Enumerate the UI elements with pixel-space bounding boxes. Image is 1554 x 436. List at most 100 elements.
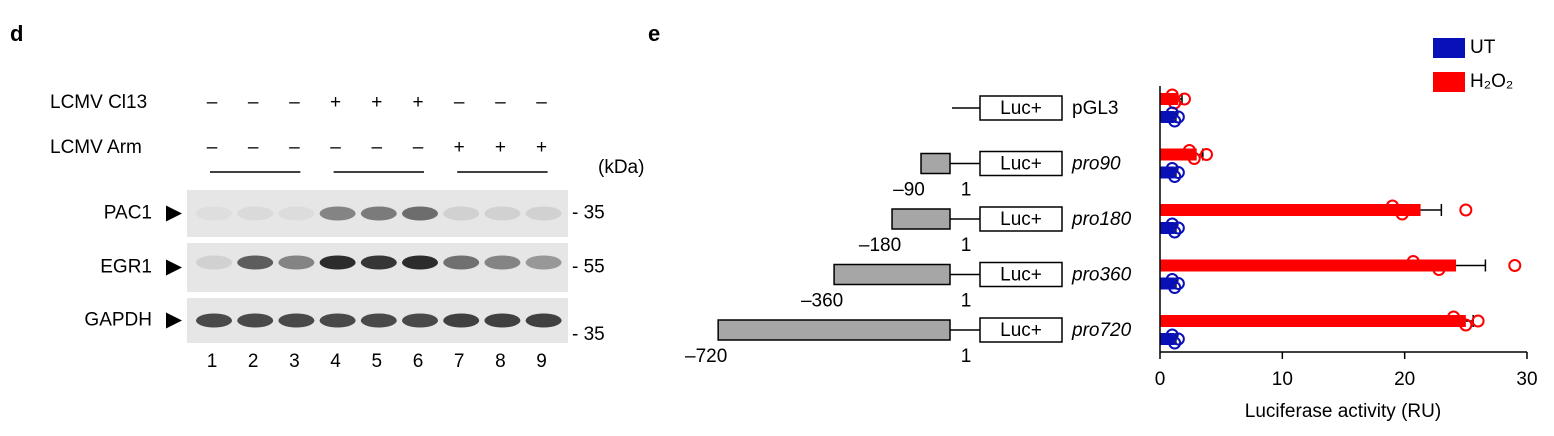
band [525, 255, 562, 270]
promoter-box [833, 263, 951, 286]
x-tick-label: 20 [1394, 369, 1415, 390]
promoter-end: 1 [961, 180, 972, 201]
condition-sign: + [412, 92, 423, 113]
data-point [1177, 92, 1191, 106]
lane-number: 1 [207, 351, 218, 372]
data-point [1459, 318, 1473, 332]
lane-number: 5 [372, 351, 383, 372]
condition-label: LCMV Cl13 [50, 92, 147, 113]
luc-box [979, 150, 1063, 177]
construct-name: pro90 [1071, 154, 1121, 175]
band [360, 255, 397, 270]
lane-number: 9 [536, 351, 547, 372]
condition-sign: – [289, 137, 300, 158]
promoter-end: 1 [961, 346, 972, 367]
condition-sign: – [289, 92, 300, 113]
band [525, 313, 562, 328]
condition-sign: + [536, 137, 547, 158]
condition-sign: – [495, 92, 506, 113]
data-point [1432, 263, 1446, 276]
data-point [1395, 207, 1409, 221]
data-point [1508, 259, 1522, 272]
size-marker: - 35 [572, 203, 605, 224]
lane-number: 2 [248, 351, 259, 372]
bar [1160, 259, 1457, 272]
band [402, 313, 438, 328]
construct-name: pro360 [1071, 265, 1132, 286]
luc-box [979, 261, 1063, 288]
condition-sign: – [536, 92, 547, 113]
condition-sign: – [248, 137, 259, 158]
data-point [1171, 277, 1185, 290]
condition-sign: + [454, 137, 465, 158]
luc-label: Luc+ [1000, 154, 1042, 175]
data-point [1171, 166, 1185, 179]
promoter-box [891, 208, 951, 230]
promoter-start: –180 [859, 235, 901, 256]
data-point [1447, 310, 1461, 324]
condition-label: LCMV Arm [50, 137, 142, 158]
construct-name: pro720 [1071, 320, 1132, 341]
unit-label: (kDa) [598, 157, 644, 178]
band [237, 313, 274, 328]
size-marker: - 55 [572, 257, 605, 278]
condition-sign: – [372, 137, 383, 158]
data-point [1385, 199, 1399, 213]
lane-number: 7 [454, 351, 465, 372]
lane-number: 4 [330, 351, 341, 372]
data-point [1187, 152, 1201, 165]
band [525, 206, 562, 221]
band [443, 255, 480, 270]
panel-label: e [648, 21, 660, 46]
band [237, 255, 274, 270]
band [319, 255, 356, 270]
band [402, 255, 438, 270]
bar [1160, 148, 1197, 161]
luc-label: Luc+ [1000, 265, 1042, 286]
band [319, 313, 356, 328]
data-point [1459, 203, 1473, 217]
band [319, 206, 356, 221]
condition-sign: + [495, 137, 506, 158]
band [443, 313, 480, 328]
construct-name: pro180 [1071, 209, 1132, 230]
band [278, 255, 315, 270]
arrowhead [166, 312, 182, 329]
condition-sign: – [207, 92, 218, 113]
band [360, 313, 397, 328]
data-point [1165, 88, 1179, 102]
legend-swatch [1433, 72, 1465, 92]
bar [1160, 315, 1466, 327]
x-tick-label: 0 [1155, 369, 1166, 390]
data-point [1406, 255, 1420, 268]
row-label: PAC1 [104, 203, 152, 224]
condition-sign: + [371, 92, 382, 113]
data-point [1199, 148, 1213, 161]
condition-sign: – [248, 92, 259, 113]
promoter-box [717, 319, 951, 341]
row-label: EGR1 [100, 257, 152, 278]
lane-number: 6 [413, 351, 424, 372]
band [196, 206, 232, 221]
lane-number: 8 [495, 351, 506, 372]
luc-box [979, 317, 1063, 343]
size-marker: - 35 [572, 324, 605, 345]
condition-sign: – [330, 137, 341, 158]
legend-swatch [1433, 38, 1465, 58]
data-point [1168, 336, 1182, 350]
data-point [1471, 314, 1485, 328]
luc-box [979, 95, 1063, 121]
data-point [1168, 114, 1182, 128]
row-label: GAPDH [84, 310, 152, 331]
legend-label: UT [1470, 37, 1496, 58]
x-tick-label: 10 [1272, 369, 1293, 390]
band [484, 255, 521, 270]
band [360, 206, 397, 221]
band [402, 206, 438, 221]
condition-sign: – [207, 137, 218, 158]
promoter-box [920, 152, 951, 175]
promoter-end: 1 [961, 291, 972, 312]
condition-sign: + [330, 92, 341, 113]
data-point [1171, 110, 1185, 124]
